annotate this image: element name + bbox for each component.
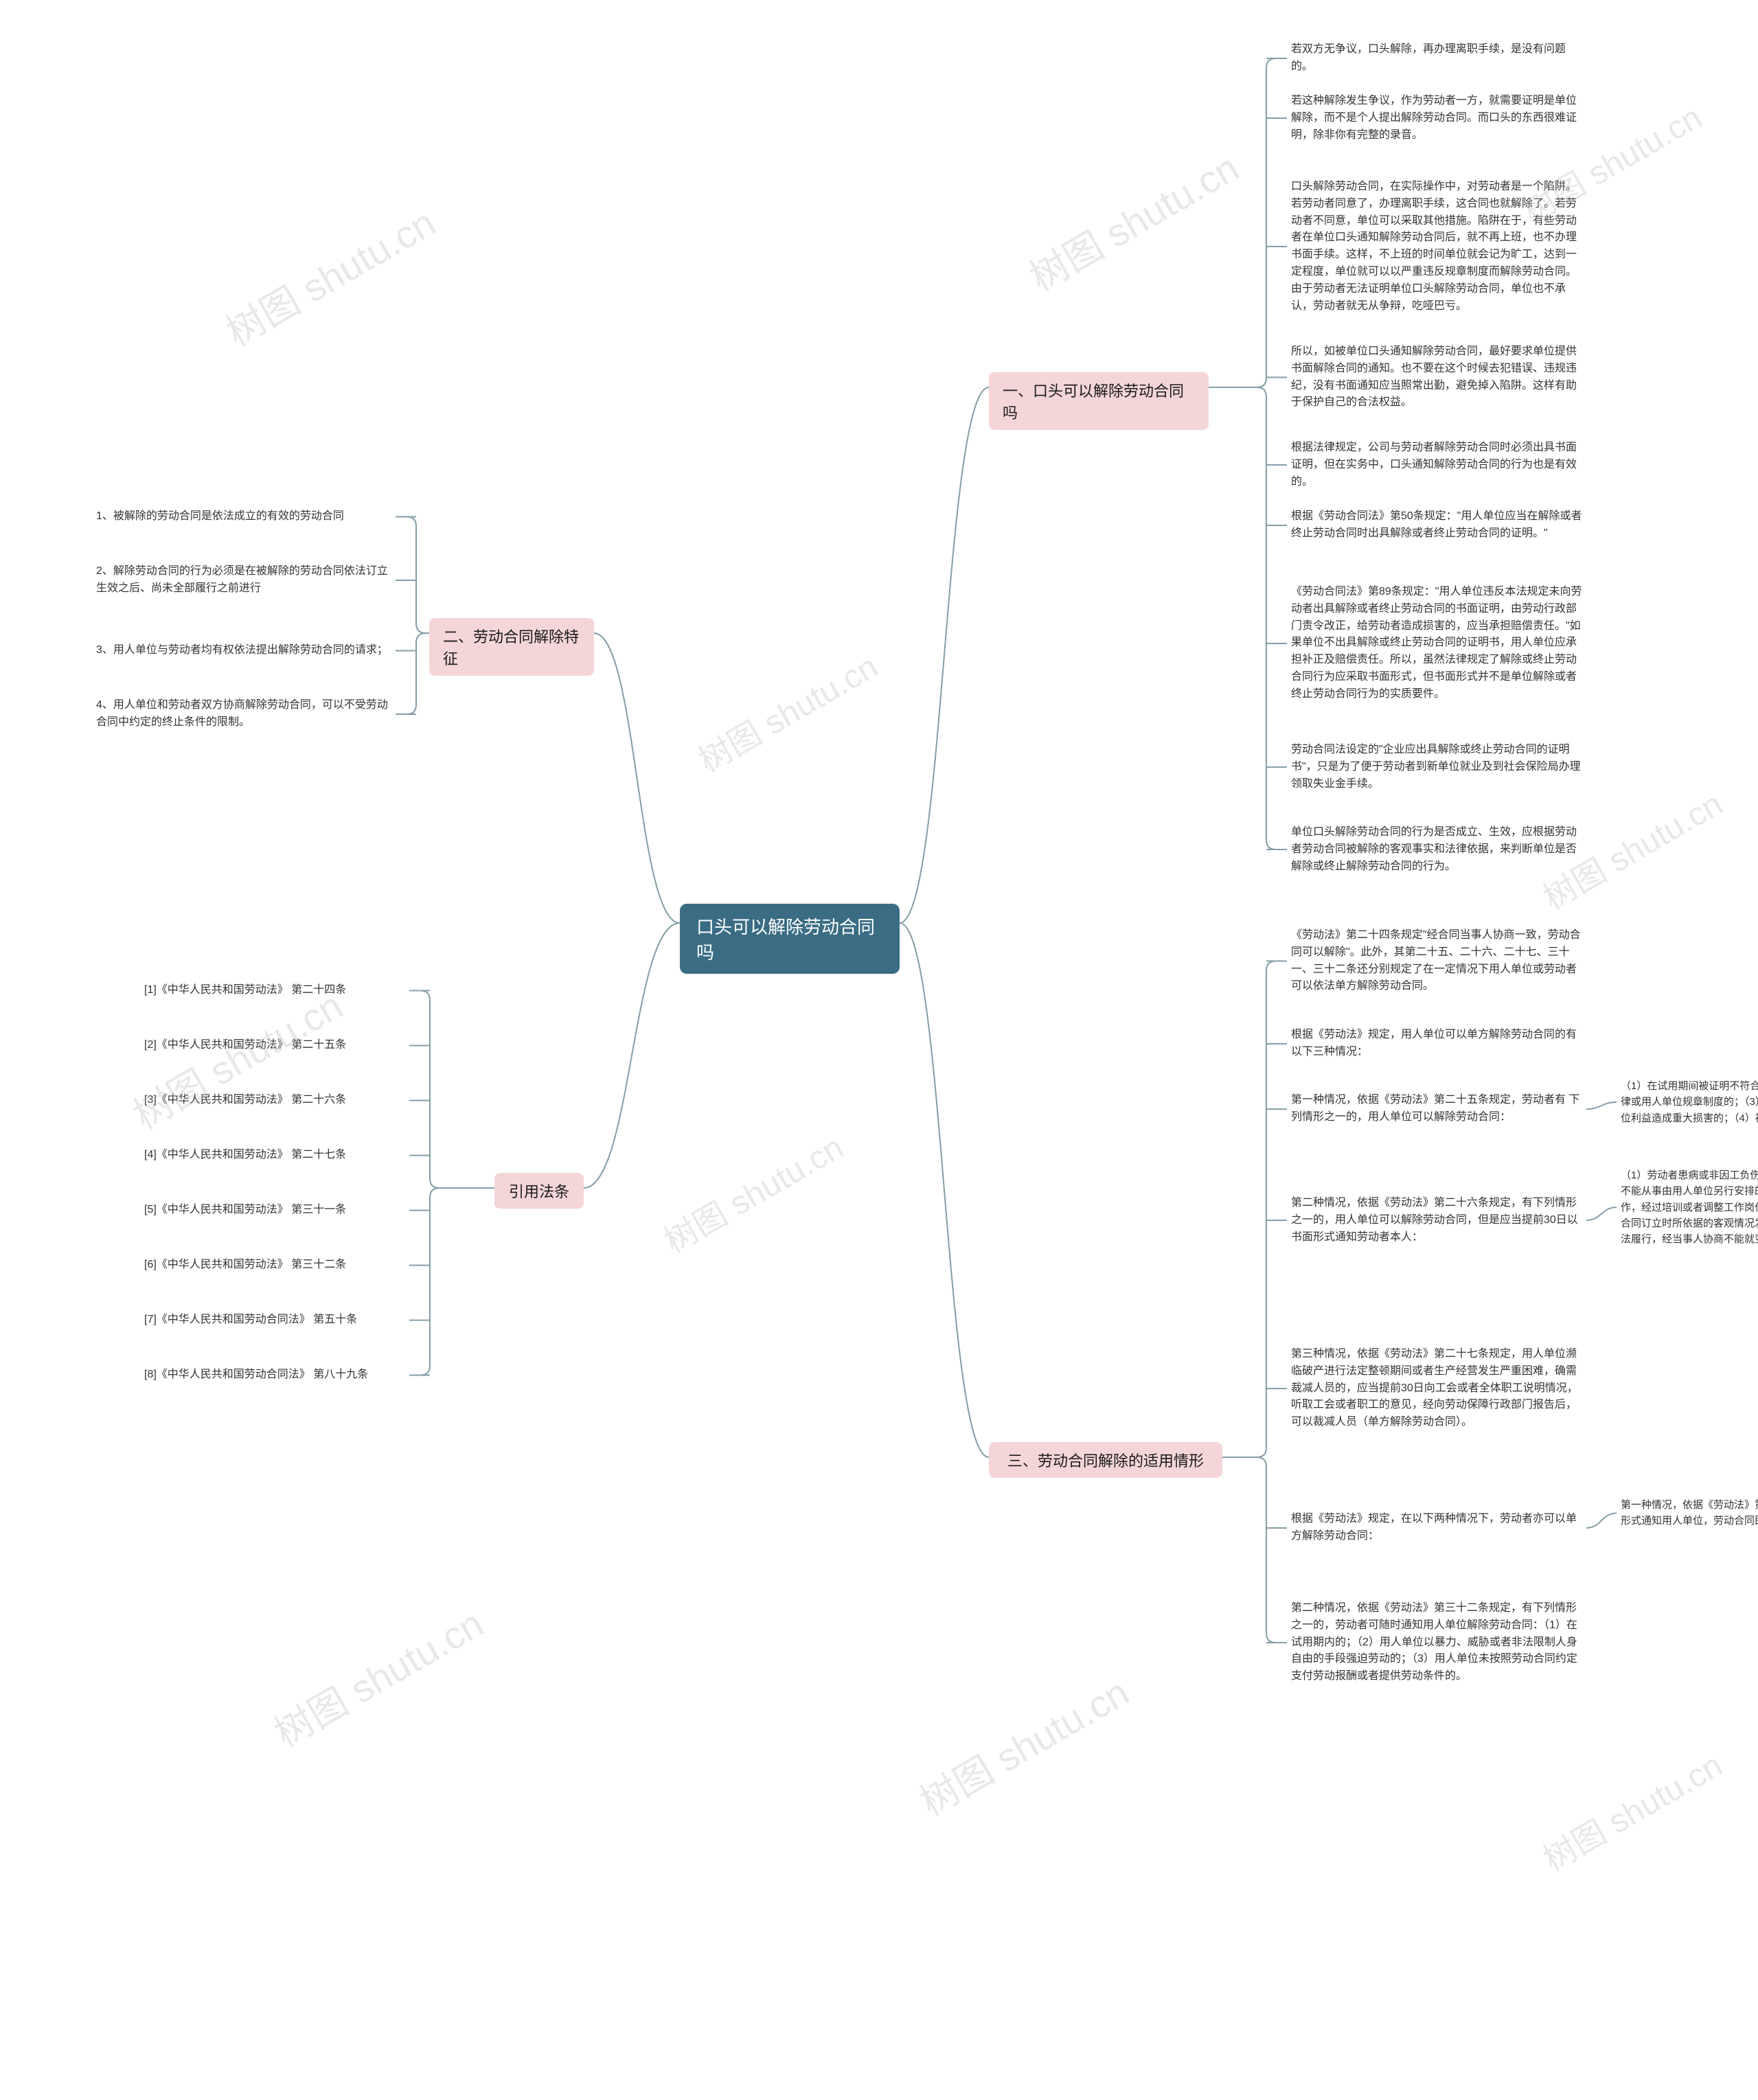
b3l3: 第一种情况，依据《劳动法》第二十五条规定，劳动者有 下列情形之一的，用人单位可以… bbox=[1291, 1092, 1586, 1126]
b4l5: [5]《中华人民共和国劳动法》 第三十一条 bbox=[144, 1202, 391, 1219]
b3l5: 第三种情况，依据《劳动法》第二十七条规定，用人单位濒临破产进行法定整顿期间或者生… bbox=[1291, 1346, 1586, 1431]
b2l3: 3、用人单位与劳动者均有权依法提出解除劳动合同的请求； bbox=[96, 642, 391, 659]
b4l7: [7]《中华人民共和国劳动合同法》 第五十条 bbox=[144, 1312, 391, 1329]
b1l5: 根据法律规定，公司与劳动者解除劳动合同时必须出具书面证明，但在实务中，口头通知解… bbox=[1291, 440, 1586, 490]
watermark: 树图 shutu.cn bbox=[262, 1594, 492, 1759]
b4l8: [8]《中华人民共和国劳动合同法》 第八十九条 bbox=[144, 1367, 405, 1384]
b4l2: [2]《中华人民共和国劳动法》 第二十五条 bbox=[144, 1037, 391, 1054]
b1l3: 口头解除劳动合同，在实际操作中，对劳动者是一个陷阱。若劳动者同意了，办理离职手续… bbox=[1291, 179, 1586, 315]
b1l2: 若这种解除发生争议，作为劳动者一方，就需要证明是单位解除，而不是个人提出解除劳动… bbox=[1291, 93, 1586, 144]
b1: 一、口头可以解除劳动合同吗 bbox=[989, 372, 1209, 430]
b2l4: 4、用人单位和劳动者双方协商解除劳动合同，可以不受劳动合同中约定的终止条件的限制… bbox=[96, 697, 391, 731]
root-node: 口头可以解除劳动合同吗 bbox=[680, 904, 900, 974]
b1l7: 《劳动合同法》第89条规定："用人单位违反本法规定未向劳动者出具解除或者终止劳动… bbox=[1291, 584, 1586, 703]
watermark: 树图 shutu.cn bbox=[214, 193, 444, 358]
b3: 三、劳动合同解除的适用情形 bbox=[989, 1442, 1222, 1478]
b3l6s: 第一种情况，依据《劳动法》第三十一条规定，提前30日以书面形式通知用人单位，劳动… bbox=[1621, 1497, 1758, 1529]
b1l8: 劳动合同法设定的"企业应出具解除或终止劳动合同的证明书"，只是为了便于劳动者到新… bbox=[1291, 742, 1586, 792]
b3l2: 根据《劳动法》规定，用人单位可以单方解除劳动合同的有以下三种情况： bbox=[1291, 1027, 1586, 1061]
b3l4: 第二种情况，依据《劳动法》第二十六条规定，有下列情形之一的，用人单位可以解除劳动… bbox=[1291, 1195, 1586, 1246]
b4l1: [1]《中华人民共和国劳动法》 第二十四条 bbox=[144, 982, 391, 999]
watermark: 树图 shutu.cn bbox=[1018, 138, 1247, 303]
b2l2: 2、解除劳动合同的行为必须是在被解除的劳动合同依法订立生效之后、尚未全部履行之前… bbox=[96, 563, 391, 597]
b3l6: 根据《劳动法》规定，在以下两种情况下，劳动者亦可以单方解除劳动合同： bbox=[1291, 1511, 1586, 1545]
watermark: 树图 shutu.cn bbox=[122, 976, 351, 1141]
b1l4: 所以，如被单位口头通知解除劳动合同，最好要求单位提供书面解除合同的通知。也不要在… bbox=[1291, 343, 1586, 411]
b1l1: 若双方无争议，口头解除，再办理离职手续，是没有问题的。 bbox=[1291, 41, 1586, 76]
watermark: 树图 shutu.cn bbox=[1533, 1739, 1730, 1880]
b4l6: [6]《中华人民共和国劳动法》 第三十二条 bbox=[144, 1257, 391, 1274]
b2: 二、劳动合同解除特征 bbox=[429, 618, 594, 676]
b3l3s: （1）在试用期间被证明不符合录用条件的；（2）严重违反劳动纪律或用人单位规章制度… bbox=[1621, 1078, 1758, 1126]
b4l3: [3]《中华人民共和国劳动法》 第二十六条 bbox=[144, 1092, 391, 1109]
b1l6: 根据《劳动合同法》第50条规定："用人单位应当在解除或者终止劳动合同时出具解除或… bbox=[1291, 508, 1586, 543]
b2l1: 1、被解除的劳动合同是依法成立的有效的劳动合同 bbox=[96, 508, 391, 525]
b3l7: 第二种情况，依据《劳动法》第三十二条规定，有下列情形之一的，劳动者可随时通知用人… bbox=[1291, 1600, 1586, 1685]
b3l4s: （1）劳动者患病或非因工负伤，医疗期满后，不能从事原工作也不能从事由用人单位另行… bbox=[1621, 1167, 1758, 1247]
b1l9: 单位口头解除劳动合同的行为是否成立、生效，应根据劳动者劳动合同被解除的客观事实和… bbox=[1291, 824, 1586, 875]
b3l1: 《劳动法》第二十四条规定"经合同当事人协商一致，劳动合同可以解除"。此外，其第二… bbox=[1291, 927, 1586, 995]
watermark: 树图 shutu.cn bbox=[688, 640, 885, 781]
watermark: 树图 shutu.cn bbox=[908, 1663, 1137, 1827]
watermark: 树图 shutu.cn bbox=[654, 1121, 851, 1262]
b4: 引用法条 bbox=[494, 1173, 584, 1209]
b4l4: [4]《中华人民共和国劳动法》 第二十七条 bbox=[144, 1147, 391, 1164]
